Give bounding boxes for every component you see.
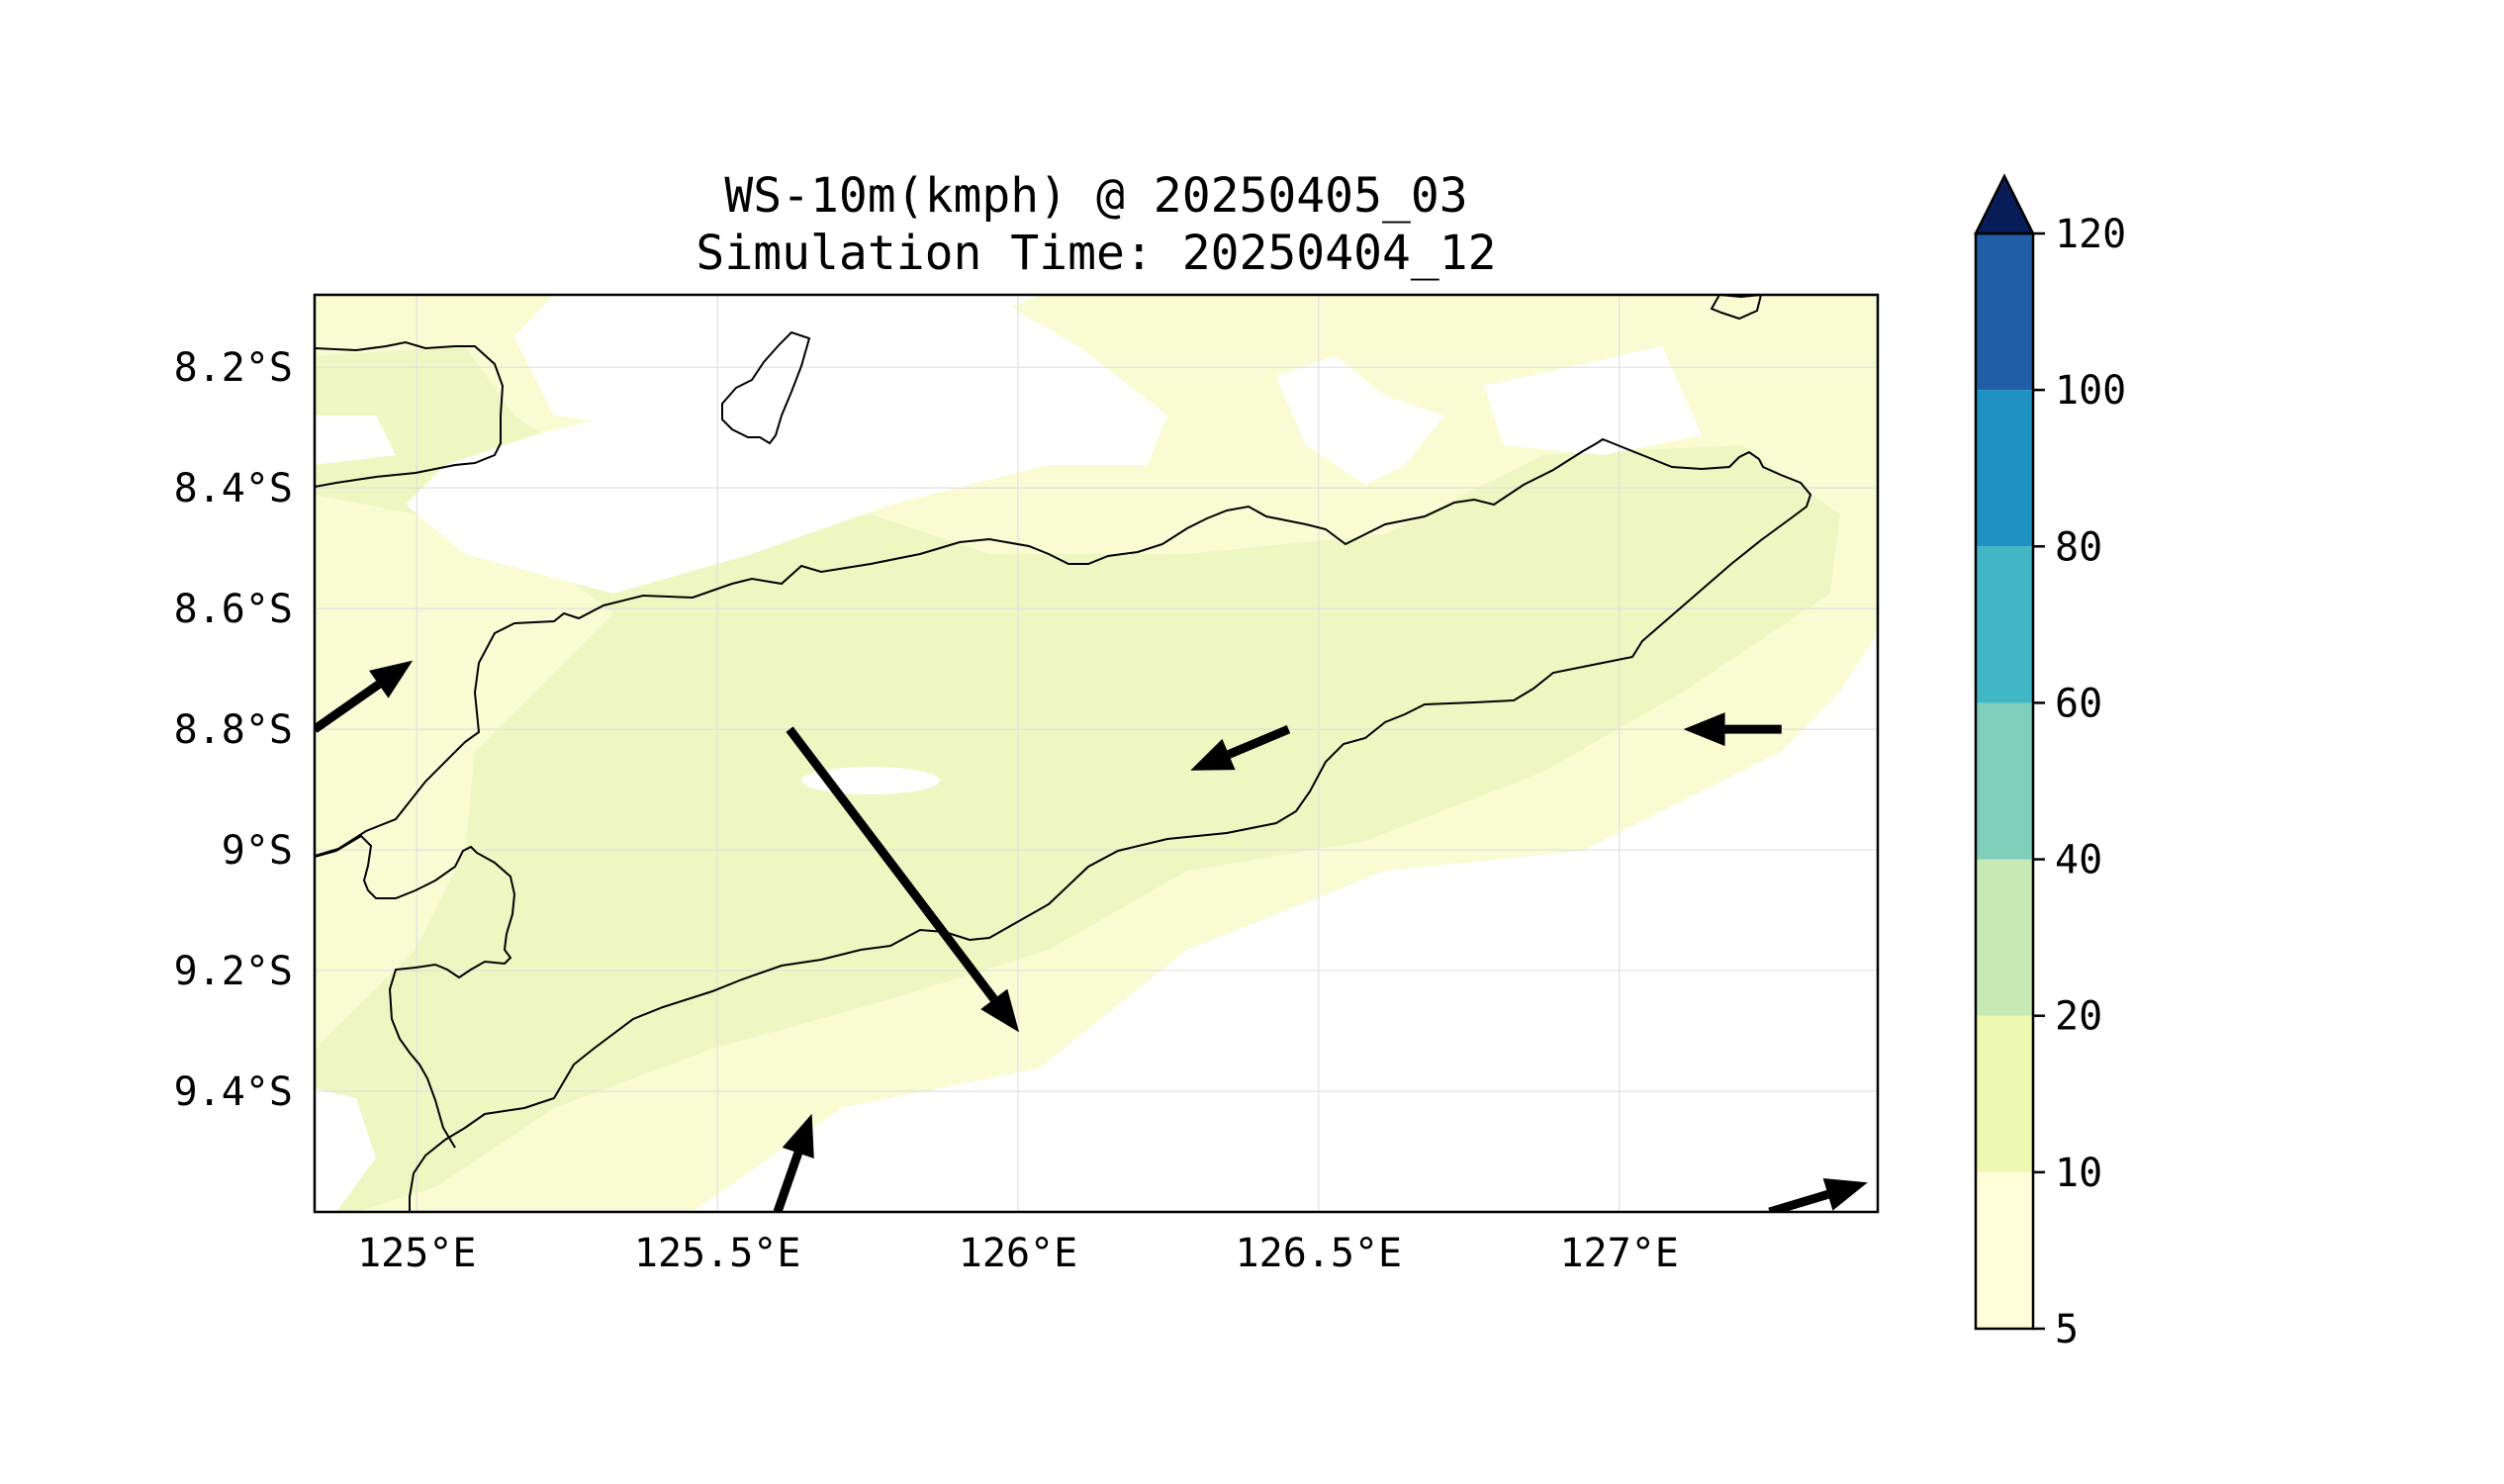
wind-vectors — [315, 660, 1868, 1212]
y-tick-label: 9.2°S — [174, 949, 293, 994]
wind-field-calm-east — [1484, 346, 1702, 455]
coastline-alor — [315, 340, 505, 488]
wind-field-calm-west — [315, 416, 396, 465]
x-tick-label: 125°E — [357, 1231, 476, 1276]
y-tick-label: 9°S — [222, 828, 293, 874]
colorbar-segment — [1976, 1171, 2033, 1329]
wind-vector-arrow — [315, 660, 414, 733]
map-frame — [313, 293, 1880, 1214]
colorbar-tick-label: 20 — [2055, 994, 2102, 1040]
colorbar: 5 10 20 40 60 80 100 120 — [1973, 173, 2126, 1352]
x-axis-ticks: 125°E 125.5°E 126°E 126.5°E 127°E — [357, 1231, 1679, 1276]
coastline-timor-west — [315, 834, 516, 1149]
x-tick-label: 126.5°E — [1236, 1231, 1403, 1276]
colorbar-frame — [1974, 232, 2035, 1331]
wind-field-calm-southwest — [315, 1088, 376, 1212]
y-axis-ticks: 8.2°S 8.4°S 8.6°S 8.8°S 9°S 9.2°S 9.4°S — [174, 345, 293, 1115]
colorbar-segment — [1976, 1015, 2033, 1172]
x-tick-label: 127°E — [1559, 1231, 1678, 1276]
wind-vector-arrow — [1683, 712, 1782, 747]
map-plot-area — [315, 295, 1878, 1212]
colorbar-tick-label: 60 — [2055, 681, 2102, 726]
x-tick-label: 126°E — [959, 1231, 1077, 1276]
chart-title-line2: Simulation Time: 20250404_12 — [696, 226, 1496, 281]
colorbar-tick-label: 5 — [2055, 1307, 2079, 1352]
colorbar-segment — [1976, 390, 2033, 547]
y-tick-label: 8.8°S — [174, 707, 293, 753]
colorbar-extend-arrow — [1973, 173, 2036, 235]
coastline-timor-north — [315, 437, 1812, 1212]
colorbar-segment — [1976, 233, 2033, 391]
y-tick-label: 9.4°S — [174, 1069, 293, 1115]
colorbar-tick-label: 10 — [2055, 1151, 2102, 1196]
wind-field-calm-south — [989, 633, 1878, 1212]
wind-vector-arrow — [1768, 1178, 1868, 1212]
colorbar-tick-label: 100 — [2055, 368, 2126, 414]
wind-vector-arrow — [786, 726, 1020, 1033]
x-tick-label: 125.5°E — [634, 1231, 801, 1276]
y-tick-label: 8.6°S — [174, 587, 293, 632]
coastline-wetar-islet — [1710, 295, 1763, 321]
colorbar-segment — [1976, 546, 2033, 703]
coastline-atauro — [721, 330, 811, 445]
wind-vector-arrow — [1190, 724, 1291, 771]
chart-title-line1: WS-10m(kmph) @ 20250405_03 — [724, 168, 1467, 224]
colorbar-tick-label: 40 — [2055, 838, 2102, 883]
wind-field-calm-north — [406, 295, 1167, 594]
y-tick-label: 8.2°S — [174, 345, 293, 391]
wind-vector-arrow — [773, 1113, 814, 1212]
coastlines — [315, 295, 1812, 1212]
colorbar-tick-label: 80 — [2055, 524, 2102, 570]
colorbar-segment — [1976, 702, 2033, 860]
colorbar-tick-label: 120 — [2055, 212, 2126, 257]
colorbar-segment — [1976, 859, 2033, 1016]
y-tick-label: 8.4°S — [174, 466, 293, 511]
map-gridlines — [315, 295, 1878, 1212]
